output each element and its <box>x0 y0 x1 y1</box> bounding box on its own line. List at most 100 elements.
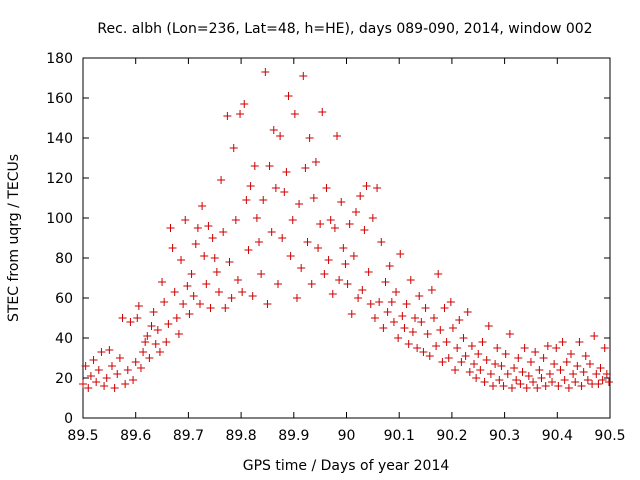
data-point <box>415 292 424 300</box>
data-point <box>238 288 247 296</box>
data-point <box>465 368 474 376</box>
data-point <box>377 238 386 246</box>
data-point <box>533 384 542 392</box>
data-point <box>244 246 253 254</box>
data-point <box>223 112 232 120</box>
data-point <box>250 162 259 170</box>
data-point <box>172 314 181 322</box>
x-tick-label: 89.9 <box>278 428 309 444</box>
data-point <box>100 382 109 390</box>
data-point <box>364 268 373 276</box>
data-point <box>227 294 236 302</box>
data-point <box>474 350 483 358</box>
data-point <box>396 250 405 258</box>
data-point <box>229 144 238 152</box>
data-point <box>278 234 287 242</box>
data-point <box>478 338 487 346</box>
data-point <box>585 360 594 368</box>
data-point <box>604 378 613 386</box>
data-point <box>257 270 266 278</box>
data-point <box>347 310 356 318</box>
data-point <box>231 216 240 224</box>
data-point <box>318 108 327 116</box>
x-tick-label: 90.2 <box>436 428 467 444</box>
data-point <box>333 132 342 140</box>
data-point <box>181 216 190 224</box>
data-point <box>406 276 415 284</box>
data-point <box>79 380 87 388</box>
data-point <box>423 330 432 338</box>
data-point <box>600 344 609 352</box>
data-point <box>225 258 234 266</box>
y-tick-label: 140 <box>46 131 73 147</box>
data-point <box>489 382 498 390</box>
data-point <box>491 360 500 368</box>
data-point <box>341 260 350 268</box>
data-point <box>480 378 489 386</box>
data-point <box>356 192 365 200</box>
data-point <box>110 384 119 392</box>
data-point <box>575 338 584 346</box>
data-point <box>183 282 192 290</box>
data-point <box>573 362 582 370</box>
data-point <box>564 384 573 392</box>
data-point <box>217 176 226 184</box>
y-axis-label: STEC from uqrg / TECUs <box>6 154 22 322</box>
data-point <box>472 374 481 382</box>
data-point <box>539 354 548 362</box>
data-point <box>265 162 274 170</box>
data-point <box>187 270 196 278</box>
data-point <box>545 370 554 378</box>
y-tick-label: 40 <box>55 331 73 347</box>
x-tick-label: 89.5 <box>67 428 98 444</box>
data-point <box>81 362 90 370</box>
x-tick-label: 89.6 <box>120 428 151 444</box>
data-point <box>495 376 504 384</box>
data-point <box>453 344 462 352</box>
data-point <box>242 196 251 204</box>
data-point <box>451 366 460 374</box>
data-point <box>552 344 561 352</box>
data-point <box>362 182 371 190</box>
data-point <box>97 348 106 356</box>
data-point <box>123 366 132 374</box>
y-tick-label: 100 <box>46 211 73 227</box>
data-point <box>174 330 183 338</box>
data-point <box>518 368 527 376</box>
data-point <box>524 372 533 380</box>
data-point <box>269 126 278 134</box>
data-point <box>387 298 396 306</box>
x-tick-label: 89.8 <box>226 428 257 444</box>
data-point <box>520 344 529 352</box>
data-point <box>590 332 599 340</box>
x-tick-label: 90.1 <box>384 428 415 444</box>
data-point <box>282 168 291 176</box>
x-tick-label: 90.5 <box>594 428 625 444</box>
data-point <box>214 288 223 296</box>
data-point <box>541 382 550 390</box>
data-point <box>514 354 523 362</box>
data-point <box>594 380 603 388</box>
data-point <box>168 244 177 252</box>
data-point <box>417 318 426 326</box>
data-point <box>398 312 407 320</box>
data-point <box>335 276 344 284</box>
data-point <box>436 326 445 334</box>
data-point <box>392 288 401 296</box>
data-point <box>429 314 438 322</box>
data-point <box>484 322 493 330</box>
data-point <box>236 110 245 118</box>
data-point <box>193 224 202 232</box>
data-point <box>516 380 525 388</box>
data-point <box>84 384 93 392</box>
data-point <box>537 374 546 382</box>
data-point <box>139 348 148 356</box>
data-point <box>592 370 601 378</box>
data-point <box>354 294 363 302</box>
data-point <box>571 378 580 386</box>
data-point <box>121 380 130 388</box>
data-point <box>155 348 164 356</box>
data-point <box>320 270 329 278</box>
data-point <box>126 318 135 326</box>
